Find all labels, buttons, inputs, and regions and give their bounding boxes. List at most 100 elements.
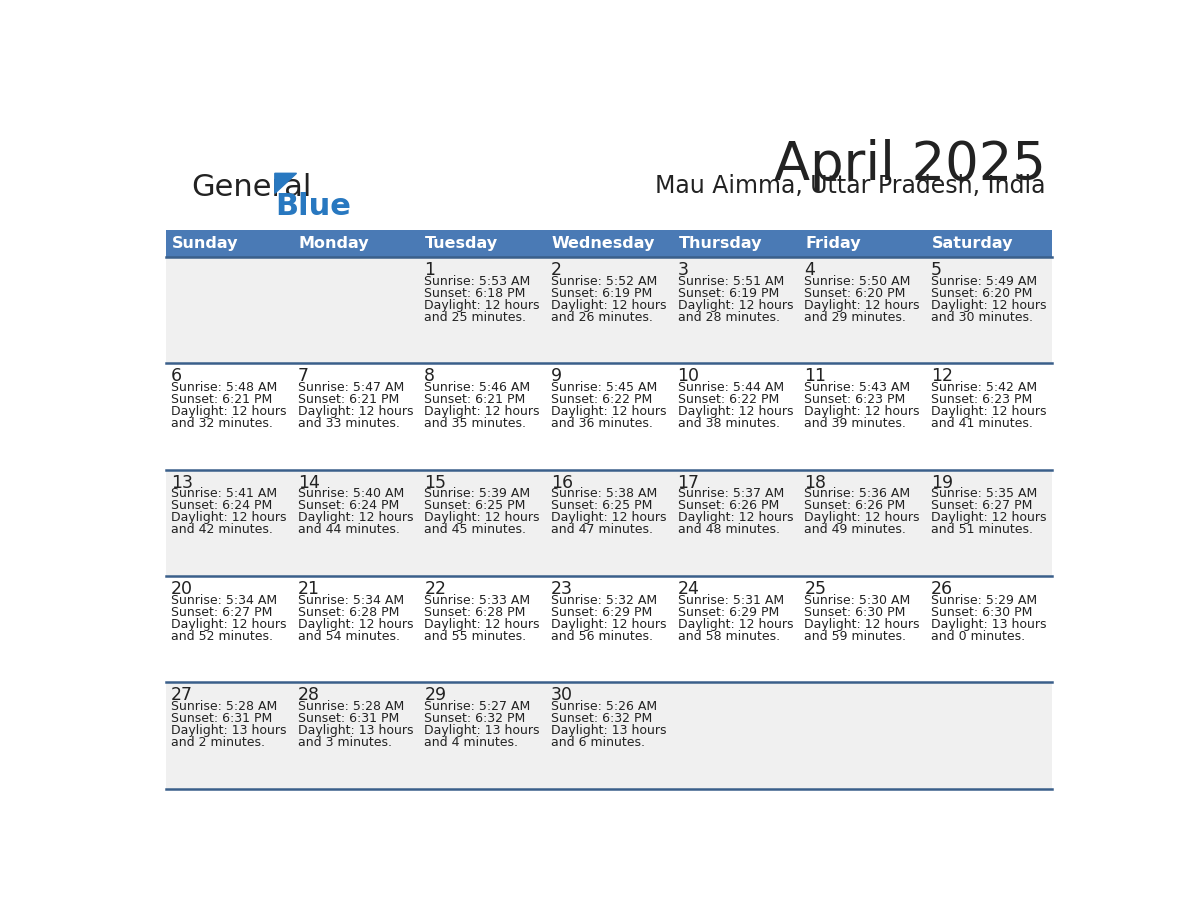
Text: Sunset: 6:22 PM: Sunset: 6:22 PM xyxy=(677,393,779,406)
Bar xyxy=(165,682,1053,789)
Text: 23: 23 xyxy=(551,580,573,598)
Text: Sunday: Sunday xyxy=(172,236,239,251)
Text: Sunset: 6:18 PM: Sunset: 6:18 PM xyxy=(424,286,525,300)
Text: and 51 minutes.: and 51 minutes. xyxy=(931,523,1032,536)
Text: Sunrise: 5:53 AM: Sunrise: 5:53 AM xyxy=(424,274,531,288)
Text: Daylight: 13 hours: Daylight: 13 hours xyxy=(931,618,1047,631)
Text: Sunrise: 5:40 AM: Sunrise: 5:40 AM xyxy=(298,487,404,500)
Text: 22: 22 xyxy=(424,580,447,598)
Text: Sunrise: 5:30 AM: Sunrise: 5:30 AM xyxy=(804,594,910,607)
Text: and 25 minutes.: and 25 minutes. xyxy=(424,311,526,324)
Text: and 45 minutes.: and 45 minutes. xyxy=(424,523,526,536)
Text: Sunset: 6:21 PM: Sunset: 6:21 PM xyxy=(298,393,399,406)
Text: 10: 10 xyxy=(677,367,700,386)
Text: 12: 12 xyxy=(931,367,953,386)
Text: Saturday: Saturday xyxy=(931,236,1013,251)
Text: Tuesday: Tuesday xyxy=(425,236,498,251)
Text: Sunset: 6:30 PM: Sunset: 6:30 PM xyxy=(931,606,1032,619)
Text: 30: 30 xyxy=(551,686,573,704)
Text: Daylight: 12 hours: Daylight: 12 hours xyxy=(804,405,920,418)
Text: Daylight: 12 hours: Daylight: 12 hours xyxy=(171,405,286,418)
Text: and 38 minutes.: and 38 minutes. xyxy=(677,417,779,430)
Text: April 2025: April 2025 xyxy=(775,140,1045,192)
Text: Daylight: 12 hours: Daylight: 12 hours xyxy=(931,299,1047,312)
Text: Daylight: 12 hours: Daylight: 12 hours xyxy=(298,405,413,418)
Text: Daylight: 12 hours: Daylight: 12 hours xyxy=(298,618,413,631)
Text: Daylight: 12 hours: Daylight: 12 hours xyxy=(424,299,539,312)
Text: Sunset: 6:27 PM: Sunset: 6:27 PM xyxy=(931,499,1032,512)
Text: Mau Aimma, Uttar Pradesh, India: Mau Aimma, Uttar Pradesh, India xyxy=(656,174,1045,198)
Text: 5: 5 xyxy=(931,261,942,279)
Text: 8: 8 xyxy=(424,367,435,386)
Text: Sunrise: 5:38 AM: Sunrise: 5:38 AM xyxy=(551,487,657,500)
Text: Daylight: 13 hours: Daylight: 13 hours xyxy=(171,724,286,737)
Text: Daylight: 13 hours: Daylight: 13 hours xyxy=(424,724,539,737)
Text: Daylight: 12 hours: Daylight: 12 hours xyxy=(171,511,286,524)
Text: Daylight: 12 hours: Daylight: 12 hours xyxy=(424,511,539,524)
Text: Daylight: 12 hours: Daylight: 12 hours xyxy=(804,618,920,631)
Text: Monday: Monday xyxy=(298,236,369,251)
Text: Daylight: 12 hours: Daylight: 12 hours xyxy=(804,299,920,312)
Text: 2: 2 xyxy=(551,261,562,279)
Text: 1: 1 xyxy=(424,261,435,279)
Text: and 41 minutes.: and 41 minutes. xyxy=(931,417,1032,430)
Text: Daylight: 12 hours: Daylight: 12 hours xyxy=(298,511,413,524)
Text: Sunrise: 5:28 AM: Sunrise: 5:28 AM xyxy=(171,700,277,713)
Text: Sunset: 6:21 PM: Sunset: 6:21 PM xyxy=(171,393,272,406)
Text: Daylight: 12 hours: Daylight: 12 hours xyxy=(931,405,1047,418)
Text: Sunset: 6:28 PM: Sunset: 6:28 PM xyxy=(298,606,399,619)
Text: 24: 24 xyxy=(677,580,700,598)
Text: Sunset: 6:22 PM: Sunset: 6:22 PM xyxy=(551,393,652,406)
Text: Sunrise: 5:44 AM: Sunrise: 5:44 AM xyxy=(677,381,784,394)
Text: 11: 11 xyxy=(804,367,827,386)
Text: Sunrise: 5:42 AM: Sunrise: 5:42 AM xyxy=(931,381,1037,394)
Text: Daylight: 12 hours: Daylight: 12 hours xyxy=(677,618,794,631)
Text: General: General xyxy=(191,174,311,202)
Text: Sunset: 6:27 PM: Sunset: 6:27 PM xyxy=(171,606,272,619)
Text: and 39 minutes.: and 39 minutes. xyxy=(804,417,906,430)
Text: Sunset: 6:23 PM: Sunset: 6:23 PM xyxy=(804,393,905,406)
Text: Blue: Blue xyxy=(274,192,350,221)
Text: 6: 6 xyxy=(171,367,182,386)
Text: Sunrise: 5:37 AM: Sunrise: 5:37 AM xyxy=(677,487,784,500)
Text: Sunrise: 5:28 AM: Sunrise: 5:28 AM xyxy=(298,700,404,713)
Text: Sunrise: 5:39 AM: Sunrise: 5:39 AM xyxy=(424,487,530,500)
Text: 27: 27 xyxy=(171,686,192,704)
Text: 13: 13 xyxy=(171,474,192,492)
Text: Sunrise: 5:43 AM: Sunrise: 5:43 AM xyxy=(804,381,910,394)
Text: Daylight: 12 hours: Daylight: 12 hours xyxy=(677,511,794,524)
Text: and 55 minutes.: and 55 minutes. xyxy=(424,630,526,643)
Text: and 58 minutes.: and 58 minutes. xyxy=(677,630,779,643)
Text: and 0 minutes.: and 0 minutes. xyxy=(931,630,1025,643)
Text: Sunset: 6:29 PM: Sunset: 6:29 PM xyxy=(551,606,652,619)
Text: 9: 9 xyxy=(551,367,562,386)
Text: 19: 19 xyxy=(931,474,953,492)
Text: Sunset: 6:20 PM: Sunset: 6:20 PM xyxy=(804,286,905,300)
Bar xyxy=(165,576,1053,682)
Text: Sunset: 6:32 PM: Sunset: 6:32 PM xyxy=(424,712,525,725)
Text: 20: 20 xyxy=(171,580,192,598)
Text: Sunset: 6:23 PM: Sunset: 6:23 PM xyxy=(931,393,1032,406)
Text: Daylight: 12 hours: Daylight: 12 hours xyxy=(551,511,666,524)
Text: and 59 minutes.: and 59 minutes. xyxy=(804,630,906,643)
Text: and 36 minutes.: and 36 minutes. xyxy=(551,417,653,430)
Text: and 4 minutes.: and 4 minutes. xyxy=(424,736,518,749)
Text: Sunrise: 5:31 AM: Sunrise: 5:31 AM xyxy=(677,594,784,607)
Text: Sunrise: 5:49 AM: Sunrise: 5:49 AM xyxy=(931,274,1037,288)
Text: 28: 28 xyxy=(298,686,320,704)
Text: Wednesday: Wednesday xyxy=(551,236,655,251)
Text: Sunrise: 5:51 AM: Sunrise: 5:51 AM xyxy=(677,274,784,288)
Text: Daylight: 12 hours: Daylight: 12 hours xyxy=(551,405,666,418)
Text: Daylight: 12 hours: Daylight: 12 hours xyxy=(677,405,794,418)
Text: Sunset: 6:24 PM: Sunset: 6:24 PM xyxy=(298,499,399,512)
Text: Daylight: 13 hours: Daylight: 13 hours xyxy=(551,724,666,737)
Bar xyxy=(165,230,1053,257)
Text: and 54 minutes.: and 54 minutes. xyxy=(298,630,399,643)
Text: Sunset: 6:20 PM: Sunset: 6:20 PM xyxy=(931,286,1032,300)
Text: Daylight: 12 hours: Daylight: 12 hours xyxy=(171,618,286,631)
Text: Sunrise: 5:26 AM: Sunrise: 5:26 AM xyxy=(551,700,657,713)
Text: 25: 25 xyxy=(804,580,827,598)
Text: and 42 minutes.: and 42 minutes. xyxy=(171,523,273,536)
Text: Sunrise: 5:33 AM: Sunrise: 5:33 AM xyxy=(424,594,530,607)
Text: and 2 minutes.: and 2 minutes. xyxy=(171,736,265,749)
